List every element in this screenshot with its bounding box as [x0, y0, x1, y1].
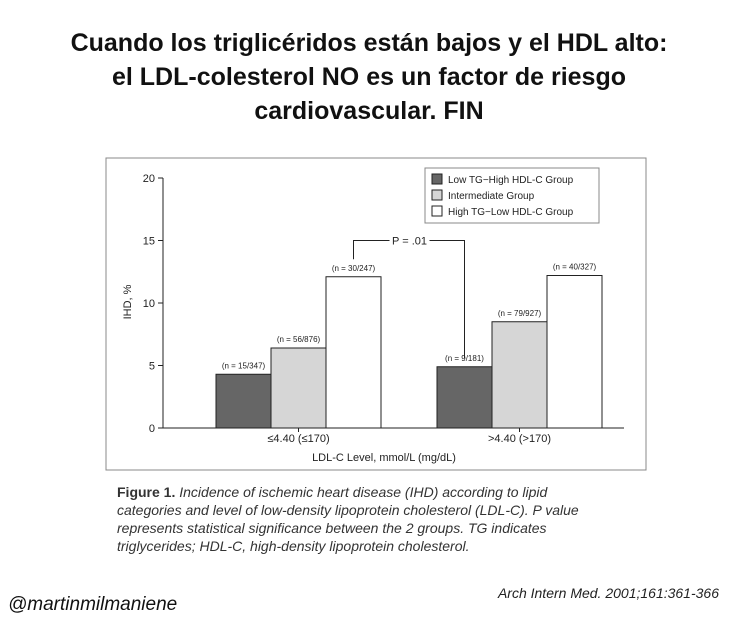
headline-line-2: el LDL-colesterol NO es un factor de rie…	[111, 63, 626, 91]
chart-frame	[105, 157, 647, 471]
y-tick-label: 20	[143, 173, 155, 185]
bar-data-label: (n = 9/181)	[445, 354, 484, 363]
bar-data-label: (n = 56/876)	[277, 335, 321, 344]
citation: Arch Intern Med. 2001;161:361-366	[497, 585, 719, 601]
y-tick-label: 15	[143, 236, 155, 248]
legend-swatch	[431, 189, 443, 201]
bar-data-label: (n = 15/347)	[222, 361, 266, 370]
p-value-annotation: P = .01	[353, 236, 465, 358]
caption-text: Incidence of ischemic heart disease (IHD…	[117, 484, 579, 554]
bar-data-label: (n = 40/327)	[553, 263, 597, 272]
legend-label: High TG−Low HDL-C Group	[448, 207, 574, 218]
legend-swatch	[431, 205, 443, 217]
headline: Cuando los triglicéridos están bajos y e…	[0, 26, 738, 128]
legend-box	[424, 167, 600, 224]
legend-label: Intermediate Group	[448, 191, 535, 202]
figure-caption: Figure 1. Incidence of ischemic heart di…	[117, 483, 597, 555]
bar-data-label: (n = 30/247)	[332, 264, 376, 273]
bar	[491, 321, 548, 429]
p-value-label: P = .01	[392, 236, 427, 248]
caption-label: Figure 1.	[117, 484, 176, 500]
bar-data-label: (n = 79/927)	[498, 309, 542, 318]
legend-label: Low TG−High HDL-C Group	[448, 175, 574, 186]
bar	[546, 275, 603, 429]
p-value-bracket	[353, 240, 465, 358]
y-tick-label: 10	[143, 298, 155, 310]
bar	[270, 347, 327, 429]
headline-line-3: cardiovascular. FIN	[254, 97, 484, 125]
y-tick-label: 0	[149, 423, 155, 435]
x-tick-label: >4.40 (>170)	[488, 433, 551, 445]
bar	[215, 373, 272, 429]
legend: Low TG−High HDL-C Group Intermediate Grou…	[424, 167, 600, 224]
y-axis-label: IHD, %	[122, 284, 134, 319]
bar	[325, 276, 382, 429]
author-handle: @martinmilmaniene	[8, 594, 178, 615]
x-tick-label: ≤4.40 (≤170)	[267, 433, 329, 445]
bar	[436, 366, 493, 429]
y-tick-label: 5	[149, 361, 155, 373]
headline-line-1: Cuando los triglicéridos están bajos y e…	[70, 29, 668, 57]
legend-swatch	[431, 173, 443, 185]
x-axis-label: LDL-C Level, mmol/L (mg/dL)	[312, 452, 456, 464]
bars: (n = 15/347) (n = 56/876) (n = 30/247) ≤4.4…	[215, 263, 603, 445]
